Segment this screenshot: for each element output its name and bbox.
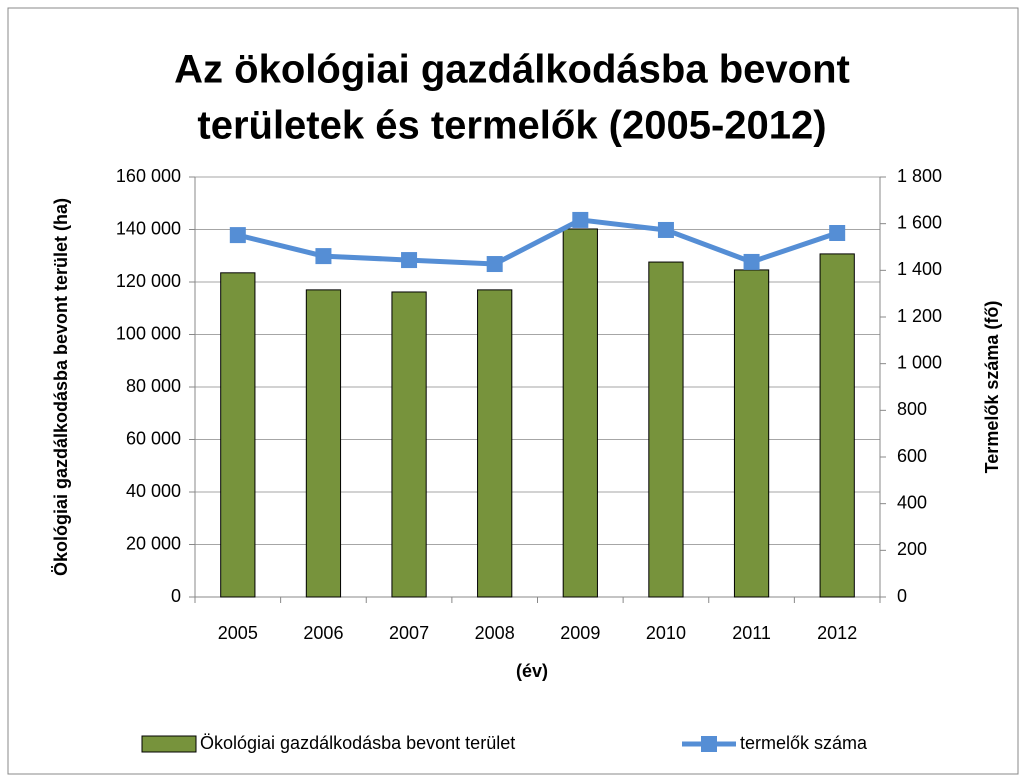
y-tick-label: 40 000 bbox=[126, 481, 181, 501]
y-axis-title: Ökológiai gazdálkodásba bevont terület (… bbox=[51, 198, 71, 576]
y2-tick-label: 600 bbox=[897, 446, 927, 466]
bar bbox=[220, 272, 256, 598]
y2-tick-label: 1 200 bbox=[897, 306, 942, 326]
legend-label: termelők száma bbox=[740, 733, 868, 753]
y-tick-label: 100 000 bbox=[116, 323, 181, 343]
bar bbox=[477, 289, 513, 598]
x-tick-label: 2011 bbox=[732, 623, 771, 643]
y-tick-label: 160 000 bbox=[116, 166, 181, 186]
marker bbox=[743, 253, 760, 270]
x-axis-title: (év) bbox=[516, 661, 548, 681]
marker bbox=[829, 225, 846, 241]
chart-title: Az ökológiai gazdálkodásba bevont bbox=[174, 48, 850, 92]
x-tick-label: 2008 bbox=[475, 623, 515, 643]
y2-tick-label: 1 600 bbox=[897, 212, 942, 232]
legend-label: Ökológiai gazdálkodásba bevont terület bbox=[200, 733, 515, 753]
marker bbox=[229, 227, 246, 244]
y2-tick-label: 1 000 bbox=[897, 352, 942, 372]
x-tick-label: 2010 bbox=[646, 623, 686, 643]
y2-tick-label: 200 bbox=[897, 539, 927, 559]
bar bbox=[562, 228, 598, 598]
y2-tick-label: 400 bbox=[897, 492, 927, 512]
legend-swatch bbox=[701, 736, 717, 752]
x-tick-label: 2006 bbox=[303, 623, 343, 643]
bar bbox=[305, 289, 342, 598]
bar bbox=[733, 269, 770, 598]
x-tick-label: 2009 bbox=[560, 623, 600, 643]
y-tick-label: 60 000 bbox=[126, 428, 181, 448]
y-tick-label: 80 000 bbox=[126, 376, 181, 396]
line bbox=[237, 217, 838, 267]
bar bbox=[391, 291, 427, 598]
bar bbox=[648, 261, 684, 598]
marker bbox=[401, 252, 418, 269]
marker bbox=[657, 221, 674, 238]
marker bbox=[315, 248, 332, 265]
y2-tick-label: 0 bbox=[897, 586, 907, 606]
marker bbox=[572, 211, 589, 228]
x-tick-label: 2007 bbox=[389, 623, 429, 643]
x-tick-label: 2005 bbox=[218, 623, 258, 643]
y2-tick-label: 800 bbox=[897, 399, 927, 419]
y-tick-label: 140 000 bbox=[116, 218, 181, 238]
x-tick-label: 2012 bbox=[817, 623, 857, 643]
y2-axis-title: Termelők száma (fő) bbox=[982, 301, 1002, 474]
y2-tick-label: 1 800 bbox=[897, 166, 942, 186]
bar bbox=[819, 253, 855, 598]
legend-swatch bbox=[141, 735, 197, 753]
y-tick-label: 20 000 bbox=[126, 533, 181, 553]
marker bbox=[486, 256, 503, 273]
chart-title: területek és termelők (2005-2012) bbox=[197, 104, 826, 148]
y-tick-label: 120 000 bbox=[116, 271, 181, 291]
y2-tick-label: 1 400 bbox=[897, 259, 942, 279]
y-tick-label: 0 bbox=[171, 586, 181, 606]
